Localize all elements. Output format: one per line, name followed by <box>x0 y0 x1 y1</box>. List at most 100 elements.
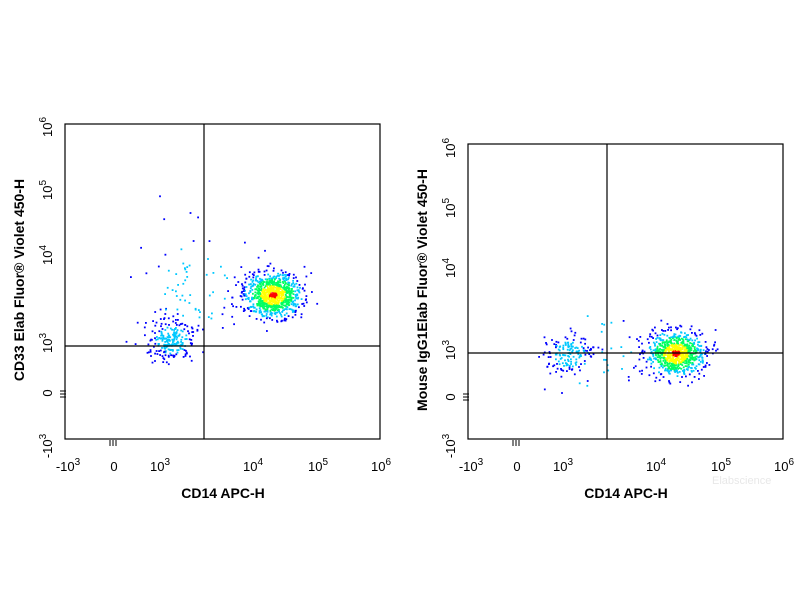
event-dot <box>684 362 686 365</box>
event-dot <box>652 349 655 352</box>
event-dot <box>555 344 557 346</box>
event-dot <box>684 348 686 351</box>
event-dot <box>273 267 275 270</box>
event-dot <box>265 314 268 317</box>
event-dot <box>695 355 698 358</box>
event-dot <box>256 286 258 288</box>
event-dot <box>687 334 689 336</box>
event-dot <box>548 351 551 353</box>
event-dot <box>605 359 607 361</box>
event-dot <box>167 348 170 351</box>
x-tick-label: -103 <box>56 457 81 474</box>
axis-break-marks <box>60 390 117 446</box>
event-dot <box>685 360 688 362</box>
event-dot <box>268 299 271 302</box>
event-dot <box>175 335 178 338</box>
event-dot <box>656 350 658 353</box>
event-dot <box>316 302 319 305</box>
event-dot <box>561 362 564 365</box>
event-dot <box>675 340 678 342</box>
event-dot <box>551 339 553 341</box>
event-dot <box>268 305 271 307</box>
event-dot <box>278 283 281 286</box>
event-dot <box>169 348 172 351</box>
event-dot <box>567 358 569 361</box>
event-dot <box>146 351 149 354</box>
event-dot <box>290 299 292 302</box>
event-dot <box>264 305 267 308</box>
event-dot <box>154 337 156 340</box>
event-dot <box>239 295 242 297</box>
event-dot <box>185 338 188 340</box>
event-dot <box>292 304 295 307</box>
event-dot <box>296 303 299 306</box>
event-dot <box>686 365 688 368</box>
event-dot <box>275 304 278 307</box>
plot-panel-cd33: -103 0 103 104 105 106 -103 0 103 104 10… <box>11 117 391 501</box>
event-dot <box>704 366 707 368</box>
event-dot <box>287 315 290 317</box>
event-dot <box>672 350 675 353</box>
event-dot <box>698 329 701 332</box>
event-dot <box>243 286 246 289</box>
event-dot <box>154 342 157 345</box>
event-dot <box>151 338 153 341</box>
event-dot <box>282 274 284 276</box>
event-dot <box>567 346 570 348</box>
event-dot <box>164 347 166 350</box>
event-dot <box>558 363 561 366</box>
event-dot <box>258 311 261 314</box>
event-dot <box>249 287 252 290</box>
event-dot <box>671 364 674 366</box>
event-dot <box>679 335 682 337</box>
event-dot <box>254 279 257 282</box>
event-dot <box>278 296 281 299</box>
event-dot <box>601 351 604 354</box>
event-dot <box>649 357 652 360</box>
event-dot <box>156 353 159 355</box>
event-dot <box>255 278 257 280</box>
event-dot <box>562 354 564 356</box>
event-dot <box>638 370 641 373</box>
event-dot <box>676 328 678 331</box>
event-dot <box>164 313 167 315</box>
event-dot <box>691 353 693 356</box>
event-dot <box>185 271 188 273</box>
event-dot <box>662 351 664 353</box>
event-dot <box>667 367 670 370</box>
event-dot <box>259 285 262 288</box>
event-dot <box>675 359 678 362</box>
event-dot <box>682 361 685 364</box>
event-dot <box>257 275 259 278</box>
event-dot <box>683 373 686 375</box>
event-dot <box>258 270 261 273</box>
event-dot <box>689 361 692 364</box>
event-dot <box>694 356 696 359</box>
event-dot <box>259 305 262 308</box>
event-dot <box>231 303 233 305</box>
event-dot <box>251 281 254 283</box>
event-dot <box>262 306 264 309</box>
event-dot <box>274 313 277 315</box>
event-dot <box>286 274 288 276</box>
event-dot <box>270 305 272 307</box>
event-dot <box>690 342 693 345</box>
event-dot <box>693 346 696 348</box>
event-dot <box>575 346 578 349</box>
event-dot <box>641 349 644 352</box>
event-dot <box>271 299 274 301</box>
event-dot <box>293 285 296 288</box>
event-dot <box>286 291 288 294</box>
event-dot <box>164 323 167 326</box>
event-dot <box>557 341 560 344</box>
event-dot <box>252 276 255 279</box>
event-dot <box>268 288 271 291</box>
event-dot <box>271 290 274 292</box>
event-dot <box>571 349 574 352</box>
event-dot <box>182 262 185 265</box>
event-dot <box>211 312 213 315</box>
event-dot <box>248 271 251 274</box>
event-dot <box>178 334 181 337</box>
event-dot <box>667 349 670 351</box>
event-dot <box>291 309 294 312</box>
